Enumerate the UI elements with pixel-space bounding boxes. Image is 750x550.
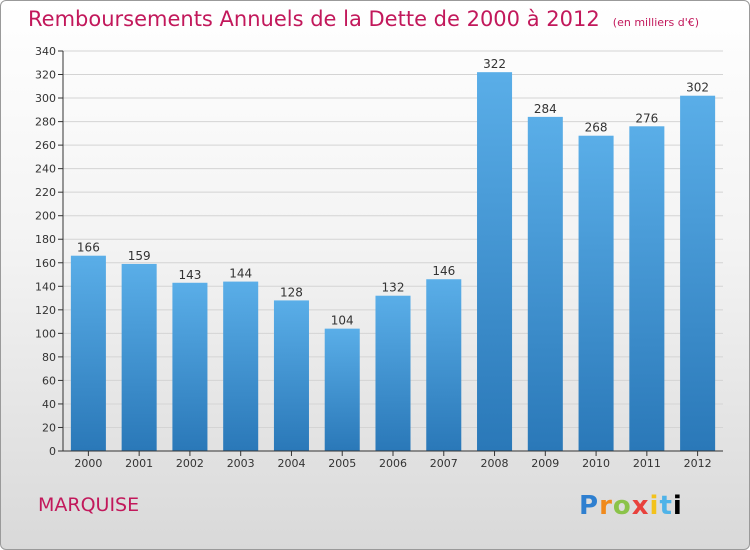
x-tick-label: 2001 [125, 457, 153, 470]
chart-subtitle: (en milliers d'€) [612, 16, 700, 29]
data-label: 132 [382, 281, 405, 295]
data-label: 268 [585, 121, 608, 135]
bar [121, 263, 157, 451]
data-label: 166 [77, 241, 100, 255]
data-label: 302 [686, 81, 709, 95]
x-tick-label: 2012 [684, 457, 712, 470]
proxiti-logo: Proxiti [579, 491, 683, 521]
y-tick-label: 60 [42, 374, 56, 387]
y-tick-label: 300 [35, 92, 56, 105]
bar [426, 279, 462, 451]
y-tick-label: 320 [35, 69, 56, 82]
data-label: 104 [331, 314, 354, 328]
bar [273, 300, 309, 451]
bar [172, 282, 208, 451]
data-label: 322 [483, 57, 506, 71]
y-tick-label: 180 [35, 233, 56, 246]
bar [578, 135, 614, 452]
bar [375, 295, 411, 451]
axes [58, 50, 723, 456]
y-tick-label: 240 [35, 163, 56, 176]
x-tick-label: 2005 [328, 457, 356, 470]
data-label: 128 [280, 285, 303, 299]
x-tick-label: 2002 [176, 457, 204, 470]
x-tick-label: 2007 [430, 457, 458, 470]
y-tick-label: 340 [35, 45, 56, 58]
data-label: 146 [432, 264, 455, 278]
place-name: MARQUISE [38, 494, 140, 516]
bar [477, 72, 513, 452]
y-tick-label: 80 [42, 351, 56, 364]
x-tick-label: 2011 [633, 457, 661, 470]
y-tick-label: 100 [35, 327, 56, 340]
bar [324, 328, 360, 451]
labels: 0 20 40 60 80 100 120 140 160 180 200 220 240 260 280 3… [35, 45, 712, 470]
y-tick-label: 120 [35, 304, 56, 317]
bar [70, 255, 106, 451]
x-tick-label: 2003 [227, 457, 255, 470]
x-tick-label: 2009 [531, 457, 559, 470]
bar [629, 126, 665, 451]
data-label: 276 [635, 111, 658, 125]
y-tick-label: 200 [35, 210, 56, 223]
y-tick-label: 220 [35, 186, 56, 199]
bar [527, 116, 563, 451]
x-tick-label: 2004 [277, 457, 305, 470]
chart-title: Remboursements Annuels de la Dette de 20… [28, 7, 600, 31]
bar [680, 95, 716, 452]
y-tick-label: 160 [35, 257, 56, 270]
y-tick-label: 20 [42, 421, 56, 434]
data-label: 284 [534, 102, 557, 116]
data-label: 159 [128, 249, 151, 263]
y-tick-label: 0 [49, 445, 56, 458]
x-tick-label: 2000 [74, 457, 102, 470]
bars [70, 72, 716, 452]
x-tick-label: 2010 [582, 457, 610, 470]
x-tick-label: 2006 [379, 457, 407, 470]
chart-title-row: Remboursements Annuels de la Dette de 20… [28, 7, 699, 31]
y-tick-label: 280 [35, 116, 56, 129]
bar [223, 281, 259, 451]
y-tick-label: 140 [35, 280, 56, 293]
y-tick-label: 260 [35, 139, 56, 152]
x-tick-label: 2008 [481, 457, 509, 470]
data-label: 143 [178, 268, 201, 282]
data-label: 144 [229, 267, 252, 281]
y-tick-label: 40 [42, 398, 56, 411]
